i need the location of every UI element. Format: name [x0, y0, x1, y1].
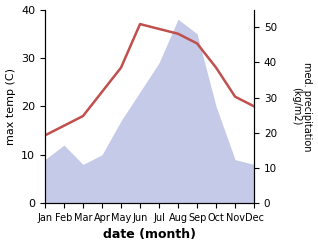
Y-axis label: max temp (C): max temp (C) — [5, 68, 16, 145]
Y-axis label: med. precipitation
(kg/m2): med. precipitation (kg/m2) — [291, 62, 313, 151]
X-axis label: date (month): date (month) — [103, 228, 196, 242]
